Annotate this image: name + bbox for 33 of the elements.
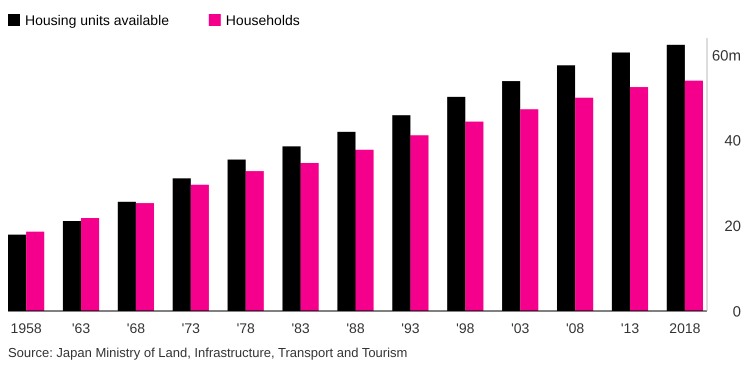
x-tick-label: 2018 <box>669 320 701 336</box>
bar <box>26 232 44 311</box>
bar <box>190 184 209 311</box>
x-tick-label: '68 <box>126 320 146 336</box>
x-tick-label: '83 <box>291 320 310 336</box>
bar <box>81 218 100 311</box>
x-tick-label: '03 <box>511 320 530 336</box>
x-tick-label: '88 <box>346 320 365 336</box>
legend-label: Households <box>226 12 300 28</box>
y-tick-label: 0 <box>732 303 741 320</box>
source-note: Source: Japan Ministry of Land, Infrastructure, Transport and Tourism <box>8 345 408 360</box>
x-tick-label: '93 <box>401 320 420 336</box>
bar <box>410 135 429 311</box>
x-tick-label: '73 <box>182 320 200 336</box>
bar <box>246 171 264 311</box>
bar <box>465 122 484 311</box>
bar <box>300 162 319 311</box>
bar <box>575 98 594 311</box>
bar <box>630 87 648 311</box>
x-tick-label: '63 <box>72 320 90 336</box>
x-tick-label: '98 <box>456 320 475 336</box>
y-tick-label: 40 <box>724 132 741 150</box>
x-tick-label: 1958 <box>10 320 42 336</box>
legend-label: Housing units available <box>25 12 170 28</box>
bar <box>520 109 538 311</box>
x-tick-label: '13 <box>620 320 640 336</box>
y-tick-label: 20 <box>724 218 741 235</box>
bar <box>684 80 703 311</box>
bar <box>136 203 154 311</box>
x-tick-label: '78 <box>236 320 256 336</box>
x-tick-label: '08 <box>566 320 584 336</box>
bar <box>356 150 374 311</box>
y-tick-label: 60m <box>712 47 741 64</box>
